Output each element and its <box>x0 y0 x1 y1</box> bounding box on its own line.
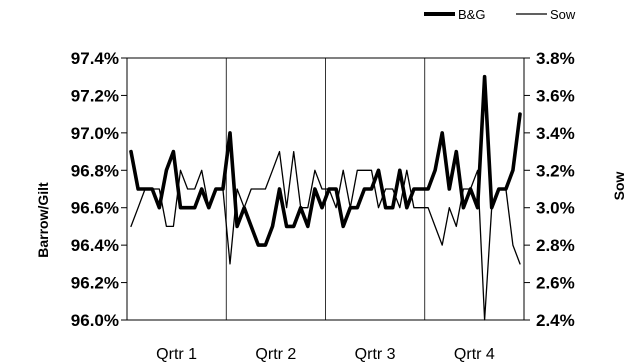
series-lines <box>129 74 522 321</box>
legend-label-sow: Sow <box>550 7 576 22</box>
left-tick-label: 97.4% <box>71 49 119 68</box>
left-tick-label: 97.2% <box>71 86 119 105</box>
right-axis-label: Sow <box>611 172 627 201</box>
right-tick-label: 2.4% <box>536 311 575 330</box>
category-label: Qrtr 1 <box>156 346 197 363</box>
right-axis-ticks: 2.4% 2.6% 2.8% 3.0% 3.2% 3.4% 3.6% 3.8% <box>524 49 575 330</box>
series-line-bg <box>129 74 522 247</box>
legend: B&G Sow <box>424 7 576 22</box>
right-tick-label: 2.6% <box>536 274 575 293</box>
category-label: Qrtr 4 <box>454 346 495 363</box>
right-tick-label: 3.2% <box>536 161 575 180</box>
left-tick-label: 97.0% <box>71 124 119 143</box>
left-tick-label: 96.4% <box>71 236 119 255</box>
left-axis-ticks: 96.0% 96.2% 96.4% 96.6% 96.8% 97.0% 97.2% 97.4% <box>71 49 127 330</box>
series-line-sow <box>130 150 521 321</box>
right-tick-label: 2.8% <box>536 236 575 255</box>
legend-label-bg: B&G <box>458 7 485 22</box>
right-tick-label: 3.0% <box>536 199 575 218</box>
left-tick-label: 96.2% <box>71 274 119 293</box>
right-tick-label: 3.4% <box>536 124 575 143</box>
left-tick-label: 96.8% <box>71 161 119 180</box>
left-tick-label: 96.6% <box>71 199 119 218</box>
category-label: Qrtr 3 <box>355 346 396 363</box>
category-labels: Qrtr 1 Qrtr 2 Qrtr 3 Qrtr 4 <box>156 346 495 363</box>
left-tick-label: 96.0% <box>71 311 119 330</box>
right-tick-label: 3.8% <box>536 49 575 68</box>
category-label: Qrtr 2 <box>255 346 296 363</box>
right-tick-label: 3.6% <box>536 86 575 105</box>
left-axis-label: Barrow/Gilt <box>35 182 51 258</box>
